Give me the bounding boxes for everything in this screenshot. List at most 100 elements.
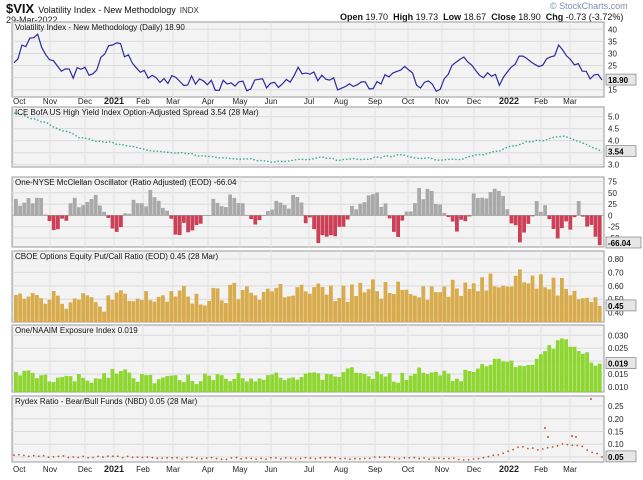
panel-mcc-bar [30, 203, 35, 216]
panel-mcc-bar [211, 198, 216, 216]
panel-pc-last-value: 0.45 [608, 302, 624, 311]
panel-naaim-bar [156, 379, 161, 392]
panel-pc-bar [471, 283, 476, 322]
panel-mcc-bar [161, 207, 165, 216]
panel-pc-bar [228, 284, 232, 322]
panel-naaim-bar [337, 377, 342, 392]
panel-naaim-bar [597, 363, 602, 392]
panel-mcc-bar [526, 215, 531, 224]
panel-pc-bar [341, 285, 346, 322]
panel-pc-bar [77, 299, 81, 322]
panel-pc-bar [446, 296, 451, 322]
panel-naaim-bar [173, 375, 178, 392]
panel-naaim-bar [551, 348, 556, 392]
x-axis-label-bottom-5: Mar [166, 465, 180, 474]
panel-mcc-bar [324, 215, 329, 237]
panel-pc-bar [240, 290, 245, 322]
panel-mcc-bar [215, 202, 220, 216]
rydex-point [92, 456, 94, 459]
panel-naaim-ytick-4: 0.010 [608, 383, 629, 392]
panel-pc-bar [459, 295, 463, 322]
panel-naaim-bar [295, 379, 300, 392]
panel-mcc-bar [547, 215, 552, 220]
panel-mcc-bar [249, 215, 253, 220]
panel-pc-bar [492, 286, 497, 322]
panel-mcc-bar [299, 202, 304, 216]
panel-naaim-bar [568, 346, 573, 392]
panel-mcc-bar [291, 194, 295, 216]
panel-pc-bar [270, 291, 274, 322]
rydex-point [215, 457, 218, 460]
panel-mcc-bar [232, 197, 237, 216]
panel-pc-bar [455, 288, 459, 322]
rydex-point [240, 457, 243, 460]
rydex-point [526, 447, 529, 450]
high-value: 19.73 [415, 12, 439, 22]
panel-naaim-bar [345, 368, 350, 392]
rydex-point [274, 457, 277, 459]
panel-pc-bar [534, 288, 539, 322]
panel-pc-bar [291, 295, 295, 322]
rydex-point [62, 455, 65, 457]
rydex-point [383, 456, 386, 459]
x-axis-label-bottom-13: Nov [435, 465, 449, 474]
panel-pc-bar [425, 299, 430, 322]
panel-mcc-bar [236, 203, 241, 216]
rydex-point [502, 452, 505, 455]
panel-pc-bar [56, 295, 60, 322]
panel-pc-bar [488, 273, 493, 322]
panel-naaim-bar [64, 375, 69, 392]
panel-mcc-bar [396, 215, 400, 237]
panel-naaim-bar [127, 372, 132, 392]
rydex-point [581, 445, 584, 448]
panel-mcc-bar [442, 212, 447, 216]
panel-mcc-bar [341, 215, 346, 227]
panel-pc-bar [18, 293, 22, 322]
panel-pc-bar [513, 275, 518, 322]
panel-naaim-bar [22, 370, 27, 392]
rydex-point [561, 443, 564, 445]
panel-naaim-bar [543, 351, 547, 392]
panel-pc-bar [144, 291, 148, 322]
panel-mcc-bar [446, 215, 451, 218]
panel-naaim-bar [492, 358, 497, 392]
rydex-point [181, 458, 183, 460]
panel-naaim-bar [224, 378, 228, 392]
panel-pc-bar [505, 286, 510, 322]
rydex-point [106, 455, 109, 458]
panel-mcc-bar [131, 199, 136, 216]
rydex-point [349, 458, 351, 461]
rydex-point [205, 457, 208, 460]
x-axis-label-bottom-11: Sep [368, 465, 383, 474]
panel-mcc-bar [543, 205, 547, 216]
panel-pc-title: CBOE Options Equity Put/Call Ratio (EOD)… [15, 252, 219, 261]
panel-rydex-title: Rydex Ratio - Bear/Bull Funds (NBD) 0.05… [15, 397, 198, 406]
panel-pc-bar [177, 290, 182, 322]
panel-mcc-bar [295, 196, 300, 216]
panel-mcc-bar [312, 215, 316, 230]
rydex-point [492, 454, 495, 457]
x-axis-label-top-17: Mar [563, 97, 577, 106]
panel-naaim-bar [383, 376, 388, 392]
panel-naaim-bar [245, 381, 249, 392]
rydex-point [146, 456, 149, 458]
panel-naaim-bar [140, 374, 144, 392]
low-label: Low [443, 12, 462, 22]
panel-naaim-bar [165, 376, 169, 392]
panel-hy-ytick-2: 4.0 [608, 137, 620, 146]
rydex-point [37, 455, 40, 458]
panel-pc-bar [47, 299, 52, 322]
panel-naaim-bar [114, 373, 119, 392]
rydex-point [299, 457, 302, 460]
panel-mcc-bar [77, 207, 81, 216]
panel-pc-bar [295, 287, 300, 322]
panel-naaim-bar [249, 378, 253, 392]
x-axis-label-top-6: Apr [202, 97, 215, 106]
panel-naaim-bar [484, 366, 489, 392]
panel-pc-bar [543, 287, 547, 322]
panel-pc-bar [400, 289, 405, 322]
panel-naaim-bar [85, 380, 90, 392]
panel-pc-bar [530, 275, 535, 322]
